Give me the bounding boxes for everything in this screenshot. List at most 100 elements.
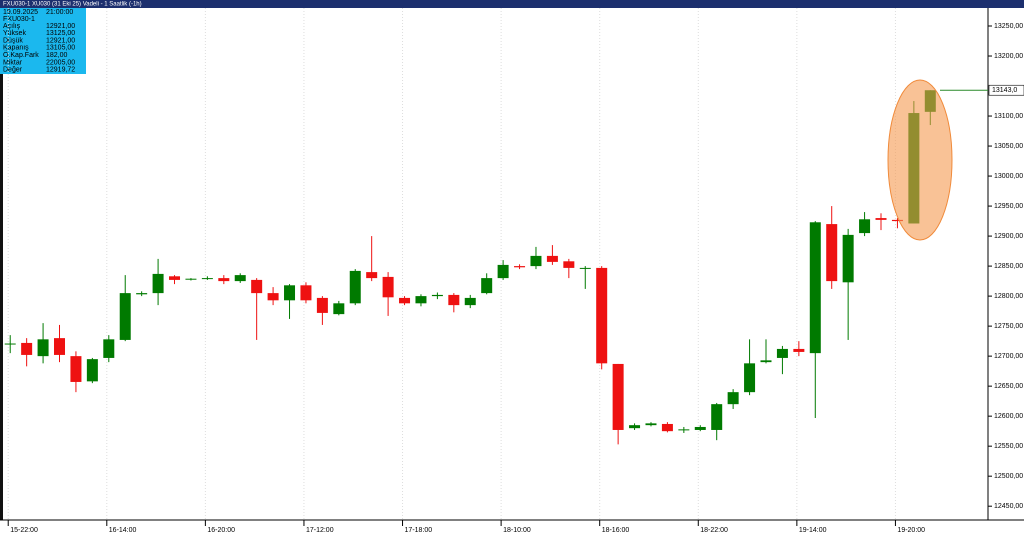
y-tick-label: 12500,00 [994,473,1023,480]
candle-body [70,356,82,382]
candle-body [349,270,361,304]
info-symbol: FXU030-1 [3,16,35,23]
candle-body [612,363,624,430]
candle-body [136,293,148,295]
info-value: 12919,72 [46,67,75,74]
candle-body [678,429,690,431]
y-tick-label: 13000,00 [994,173,1023,180]
y-tick-label: 12650,00 [994,383,1023,390]
info-label: Düşük [3,37,23,44]
candle-body [563,261,575,268]
info-value: 182,00 [46,52,68,59]
candle-body [37,339,49,357]
left-strip [0,8,3,520]
x-tick-label: 17-18:00 [405,527,433,534]
candle-body [415,296,427,304]
candle-body [201,278,213,280]
info-value: 12921,00 [46,37,75,44]
y-tick-label: 12750,00 [994,323,1023,330]
info-label: Açılış [3,23,21,30]
candle-body [382,276,394,298]
last-price-label: 13143,0 [992,87,1017,94]
candle-body [744,363,756,393]
candle-body [366,272,378,279]
candle-body [645,423,657,426]
candle-body [333,303,345,315]
info-value: 13105,00 [46,45,75,52]
y-tick-label: 12450,00 [994,503,1023,510]
candle-body [776,348,788,358]
candle-body [119,293,131,340]
info-date: 19.09.2025 [3,9,38,16]
candle-body [86,359,98,382]
info-value: 12921,00 [46,23,75,30]
candle-body [859,219,871,234]
candle-body [661,423,673,432]
candle-body [842,234,854,283]
candle-body [793,348,805,352]
candle-body [875,218,887,220]
candle-body [579,267,591,269]
candle-body [284,285,296,301]
y-tick-label: 12700,00 [994,353,1023,360]
candle-body [218,278,230,282]
candle-body [21,342,33,355]
candle-body [169,276,181,280]
y-tick-label: 13100,00 [994,113,1023,120]
candle-body [481,278,493,294]
x-tick-label: 15-22:00 [10,527,38,534]
y-tick-label: 13050,00 [994,143,1023,150]
candle-body [300,285,312,301]
candle-body [596,267,608,364]
info-label: Ö.Kap.Fark [3,51,39,59]
candle-body [711,404,723,430]
highlight-ellipse [887,79,953,241]
candle-body [54,338,66,355]
title-bar [0,0,1024,8]
info-value: 22005,00 [46,59,75,66]
candle-body [694,426,706,430]
candle-body [316,297,328,313]
candle-body [464,297,476,306]
info-label: Miktar [3,59,23,66]
y-tick-label: 12550,00 [994,443,1023,450]
candle-body [4,343,16,345]
candle-body [826,224,838,282]
candle-body [760,360,772,363]
candle-body [267,293,279,301]
y-tick-label: 12900,00 [994,233,1023,240]
candle-body [185,278,197,280]
info-label: Değer [3,67,23,74]
candle-body [251,279,263,294]
candle-body [809,222,821,354]
x-tick-label: 16-14:00 [109,527,137,534]
candle-body [546,255,558,262]
y-tick-label: 12600,00 [994,413,1023,420]
candle-body [152,273,164,294]
candle-body [514,266,526,268]
candle-body [399,297,411,304]
y-tick-label: 12850,00 [994,263,1023,270]
candle-body [727,392,739,405]
info-time: 21:00:00 [46,9,73,16]
chart-title: FXU030-1 XU030 (31 Eki 25) Vadeli - 1 Sa… [3,2,142,8]
info-background [0,8,86,74]
info-label: Yüksek [3,30,26,37]
candle-body [234,275,246,282]
last-price-box [988,84,1024,96]
candle-body [497,264,509,279]
info-value: 13125,00 [46,30,75,37]
x-tick-label: 16-20:00 [207,527,235,534]
candle-body [629,425,641,429]
x-tick-label: 19-14:00 [799,527,827,534]
x-tick-label: 18-10:00 [503,527,531,534]
x-tick-label: 17-12:00 [306,527,334,534]
y-tick-label: 13200,00 [994,53,1023,60]
candle-body [891,219,903,222]
x-tick-label: 19-20:00 [897,527,925,534]
candle-body [448,294,460,306]
y-tick-label: 12950,00 [994,203,1023,210]
candle-body [530,255,542,267]
x-tick-label: 18-16:00 [602,527,630,534]
